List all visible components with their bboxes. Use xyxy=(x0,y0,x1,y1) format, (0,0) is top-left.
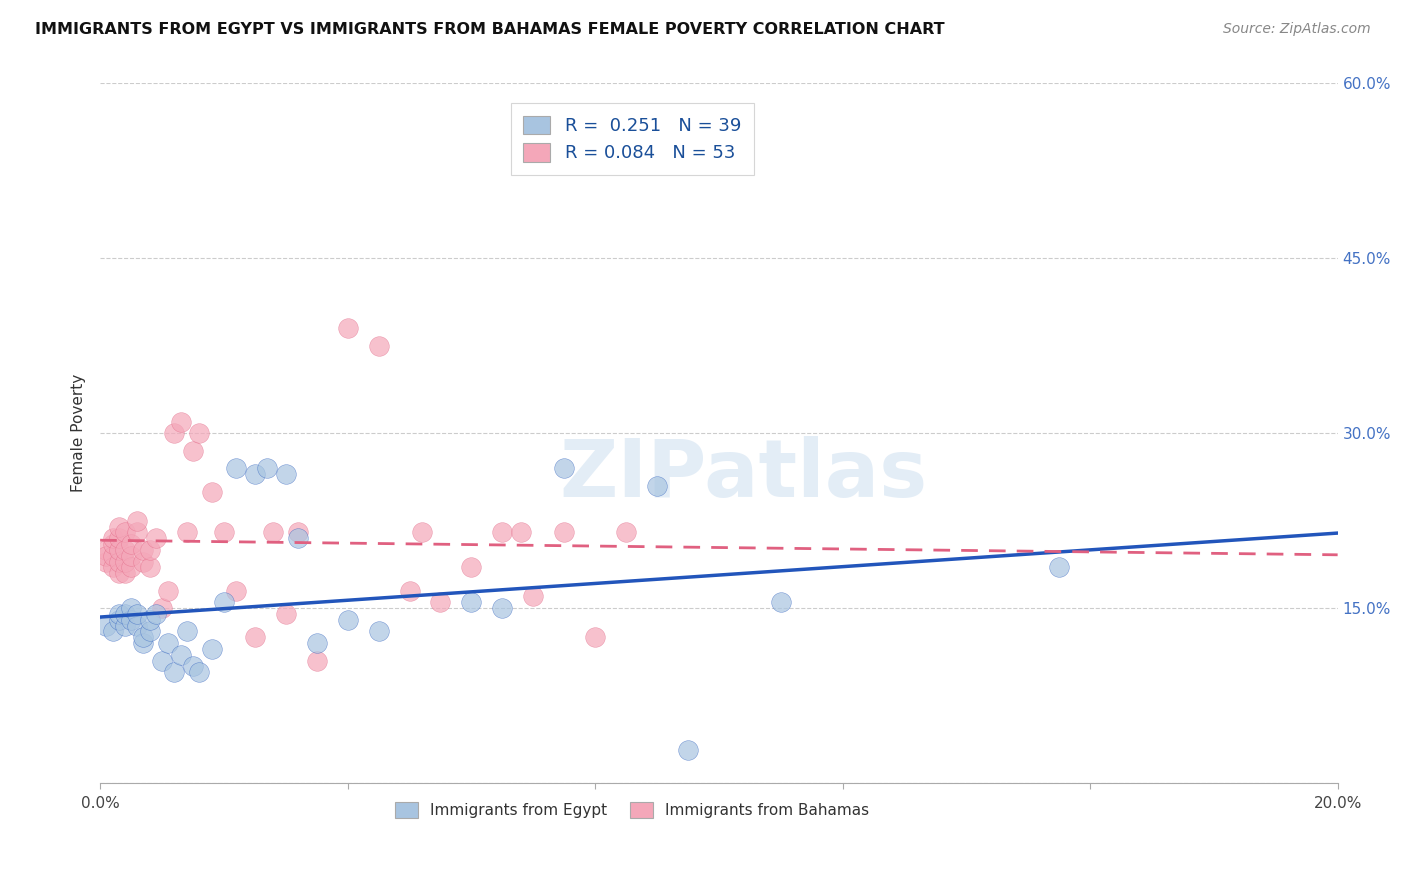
Point xyxy=(169,415,191,429)
Point xyxy=(676,743,699,757)
Point xyxy=(274,467,297,481)
Point xyxy=(107,607,129,621)
Point xyxy=(200,484,222,499)
Point xyxy=(120,537,142,551)
Point xyxy=(181,443,204,458)
Point xyxy=(145,531,167,545)
Point xyxy=(367,339,389,353)
Point xyxy=(336,321,359,335)
Point xyxy=(96,542,118,557)
Point xyxy=(176,624,198,639)
Point xyxy=(553,525,575,540)
Point xyxy=(163,665,186,680)
Point xyxy=(138,624,160,639)
Point xyxy=(157,583,180,598)
Legend: Immigrants from Egypt, Immigrants from Bahamas: Immigrants from Egypt, Immigrants from B… xyxy=(389,797,876,824)
Text: IMMIGRANTS FROM EGYPT VS IMMIGRANTS FROM BAHAMAS FEMALE POVERTY CORRELATION CHAR: IMMIGRANTS FROM EGYPT VS IMMIGRANTS FROM… xyxy=(35,22,945,37)
Point xyxy=(287,525,309,540)
Point xyxy=(132,630,155,644)
Point xyxy=(429,595,451,609)
Point xyxy=(256,461,278,475)
Point xyxy=(114,554,136,568)
Point xyxy=(491,601,513,615)
Point xyxy=(96,549,118,563)
Point xyxy=(132,636,155,650)
Point xyxy=(176,525,198,540)
Point xyxy=(145,607,167,621)
Point xyxy=(107,519,129,533)
Point xyxy=(169,648,191,662)
Point xyxy=(107,531,129,545)
Point xyxy=(411,525,433,540)
Y-axis label: Female Poverty: Female Poverty xyxy=(72,374,86,492)
Point xyxy=(132,542,155,557)
Point xyxy=(305,636,328,650)
Point xyxy=(181,659,204,673)
Point xyxy=(287,531,309,545)
Point xyxy=(200,642,222,657)
Point xyxy=(114,607,136,621)
Point xyxy=(107,542,129,557)
Point xyxy=(225,461,247,475)
Point xyxy=(522,590,544,604)
Point xyxy=(398,583,420,598)
Point xyxy=(114,618,136,632)
Point xyxy=(120,601,142,615)
Point xyxy=(274,607,297,621)
Point xyxy=(101,531,124,545)
Point xyxy=(769,595,792,609)
Point xyxy=(614,525,637,540)
Point xyxy=(138,560,160,574)
Point xyxy=(120,549,142,563)
Point xyxy=(107,566,129,581)
Point xyxy=(101,549,124,563)
Point xyxy=(243,467,266,481)
Point xyxy=(114,542,136,557)
Point xyxy=(96,618,118,632)
Point xyxy=(243,630,266,644)
Point xyxy=(150,601,173,615)
Point xyxy=(188,426,211,441)
Point xyxy=(491,525,513,540)
Point xyxy=(150,654,173,668)
Point xyxy=(127,525,149,540)
Point xyxy=(107,554,129,568)
Point xyxy=(120,613,142,627)
Point xyxy=(127,607,149,621)
Point xyxy=(107,613,129,627)
Point xyxy=(101,537,124,551)
Point xyxy=(157,636,180,650)
Point xyxy=(138,542,160,557)
Point xyxy=(114,566,136,581)
Point xyxy=(367,624,389,639)
Point xyxy=(336,613,359,627)
Point xyxy=(127,514,149,528)
Text: ZIPatlas: ZIPatlas xyxy=(560,436,928,514)
Point xyxy=(101,560,124,574)
Point xyxy=(138,613,160,627)
Point xyxy=(645,479,668,493)
Point xyxy=(583,630,606,644)
Point xyxy=(1047,560,1070,574)
Text: Source: ZipAtlas.com: Source: ZipAtlas.com xyxy=(1223,22,1371,37)
Point xyxy=(305,654,328,668)
Point xyxy=(225,583,247,598)
Point xyxy=(262,525,284,540)
Point xyxy=(460,560,482,574)
Point xyxy=(114,525,136,540)
Point xyxy=(163,426,186,441)
Point xyxy=(460,595,482,609)
Point xyxy=(120,560,142,574)
Point xyxy=(132,554,155,568)
Point xyxy=(188,665,211,680)
Point xyxy=(101,624,124,639)
Point xyxy=(96,554,118,568)
Point xyxy=(553,461,575,475)
Point xyxy=(509,525,531,540)
Point xyxy=(127,618,149,632)
Point xyxy=(212,525,235,540)
Point xyxy=(212,595,235,609)
